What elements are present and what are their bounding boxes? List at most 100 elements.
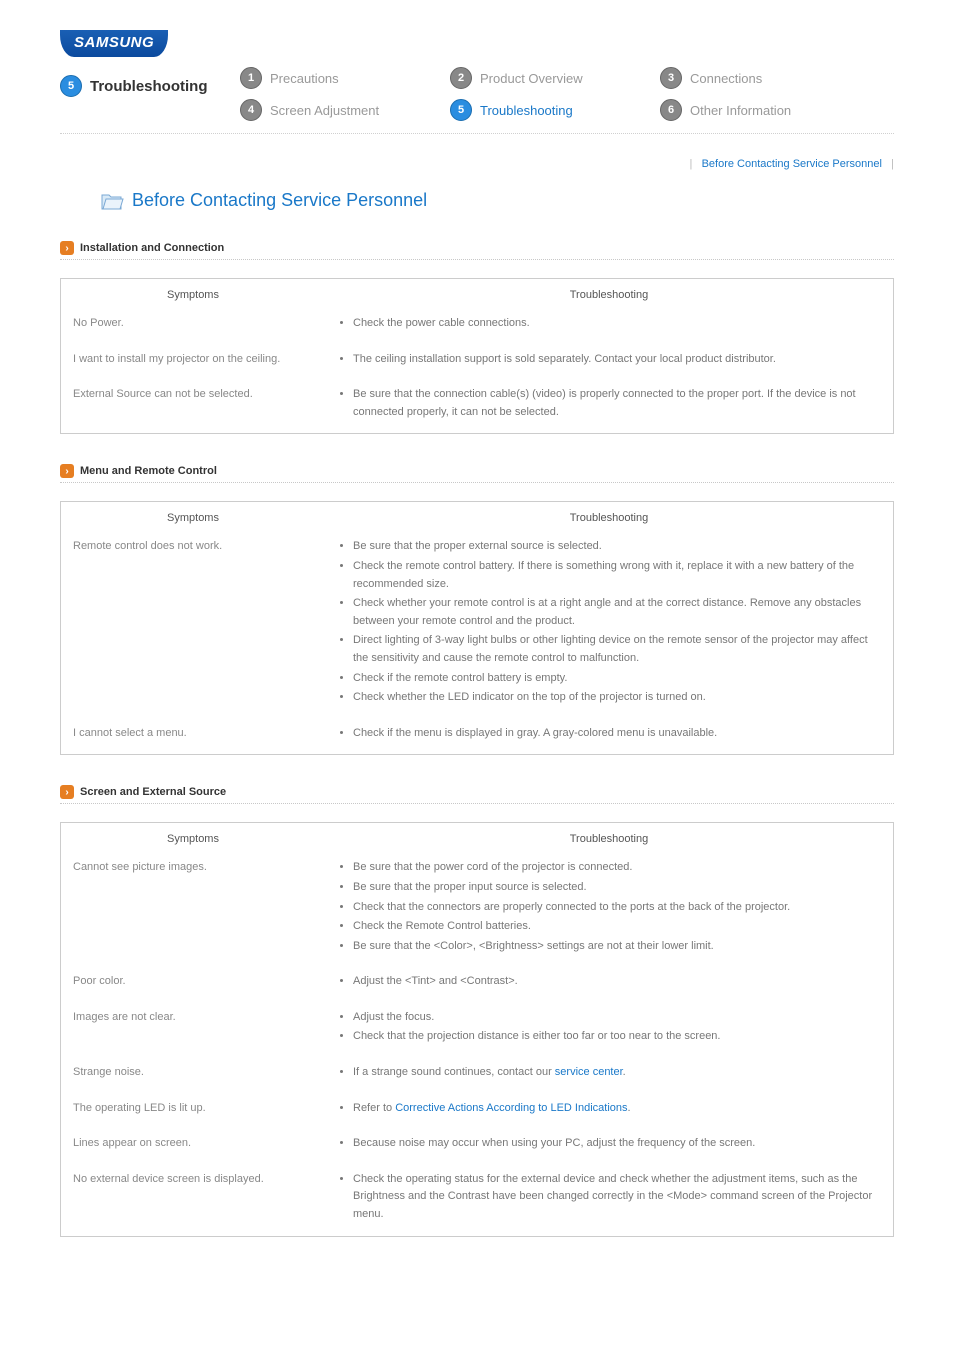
symptom-cell: No Power. xyxy=(61,309,326,345)
trouble-cell: Check the operating status for the exter… xyxy=(325,1165,894,1236)
section-label: Troubleshooting xyxy=(90,78,208,95)
nav-num-badge: 2 xyxy=(450,67,472,89)
symptom-cell: I cannot select a menu. xyxy=(61,719,326,755)
symptom-cell: The operating LED is lit up. xyxy=(61,1094,326,1130)
symptom-cell: I want to install my projector on the ce… xyxy=(61,345,326,381)
folder-icon xyxy=(100,192,122,210)
table-row: The operating LED is lit up. Refer to Cor… xyxy=(61,1094,894,1130)
col-symptom: Symptoms xyxy=(61,823,326,854)
trouble-item: Check the operating status for the exter… xyxy=(353,1171,881,1224)
trouble-cell: Be sure that the connection cable(s) (vi… xyxy=(325,380,894,434)
col-trouble: Troubleshooting xyxy=(325,279,894,310)
col-trouble: Troubleshooting xyxy=(325,823,894,854)
section-header: ›Installation and Connection xyxy=(60,241,894,255)
top-nav: 5 Troubleshooting 1 Precautions 2 Product O… xyxy=(60,67,894,121)
nav-item-label: Precautions xyxy=(270,71,339,86)
trouble-item: Check that the connectors are properly c… xyxy=(353,899,881,917)
nav-item-label: Connections xyxy=(690,71,762,86)
nav-item-precautions[interactable]: 1 Precautions xyxy=(240,67,450,89)
section-title: Menu and Remote Control xyxy=(80,465,217,477)
table-row: No Power. Check the power cable connectio… xyxy=(61,309,894,345)
section-divider xyxy=(60,803,894,804)
nav-num-badge: 4 xyxy=(240,99,262,121)
col-trouble: Troubleshooting xyxy=(325,502,894,533)
trouble-cell: If a strange sound continues, contact ou… xyxy=(325,1058,894,1094)
table-row: External Source can not be selected. Be s… xyxy=(61,380,894,434)
section-divider xyxy=(60,259,894,260)
nav-num-badge: 1 xyxy=(240,67,262,89)
symptom-cell: No external device screen is displayed. xyxy=(61,1165,326,1236)
nav-item-label: Troubleshooting xyxy=(480,103,573,118)
nav-item-label: Product Overview xyxy=(480,71,583,86)
section-divider xyxy=(60,482,894,483)
col-symptom: Symptoms xyxy=(61,502,326,533)
symptom-cell: Strange noise. xyxy=(61,1058,326,1094)
table-row: Lines appear on screen. Because noise may… xyxy=(61,1129,894,1165)
trouble-cell: Be sure that the power cord of the proje… xyxy=(325,853,894,967)
trouble-item: Check if the remote control battery is e… xyxy=(353,670,881,688)
symptom-cell: Images are not clear. xyxy=(61,1003,326,1058)
trouble-item: Check the remote control battery. If the… xyxy=(353,558,881,593)
symptom-cell: Poor color. xyxy=(61,967,326,1003)
table-row: I cannot select a menu. Check if the menu… xyxy=(61,719,894,755)
brand-logo: SAMSUNG xyxy=(60,30,168,57)
trouble-item: Check whether the LED indicator on the t… xyxy=(353,689,881,707)
page-title: Before Contacting Service Personnel xyxy=(60,190,894,211)
trouble-cell: Refer to Corrective Actions According to… xyxy=(325,1094,894,1130)
nav-item-connections[interactable]: 3 Connections xyxy=(660,67,870,89)
trouble-item: Be sure that the connection cable(s) (vi… xyxy=(353,386,881,421)
trouble-item: Check if the menu is displayed in gray. … xyxy=(353,725,881,743)
trouble-cell: The ceiling installation support is sold… xyxy=(325,345,894,381)
trouble-cell: Be sure that the proper external source … xyxy=(325,532,894,718)
trouble-item: Be sure that the <Color>, <Brightness> s… xyxy=(353,938,881,956)
symptom-cell: Cannot see picture images. xyxy=(61,853,326,967)
trouble-item: Adjust the focus. xyxy=(353,1009,881,1027)
trouble-item: The ceiling installation support is sold… xyxy=(353,351,881,369)
section-number-badge: 5 xyxy=(60,75,82,97)
troubleshooting-table: SymptomsTroubleshootingNo Power. Check th… xyxy=(60,278,894,434)
table-row: No external device screen is displayed. C… xyxy=(61,1165,894,1236)
arrow-icon: › xyxy=(60,464,74,478)
arrow-icon: › xyxy=(60,241,74,255)
trouble-cell: Because noise may occur when using your … xyxy=(325,1129,894,1165)
troubleshooting-table: SymptomsTroubleshootingRemote control do… xyxy=(60,501,894,755)
arrow-icon: › xyxy=(60,785,74,799)
trouble-item: Be sure that the proper external source … xyxy=(353,538,881,556)
trouble-item: If a strange sound continues, contact ou… xyxy=(353,1064,881,1082)
nav-item-screen-adjustment[interactable]: 4Screen Adjustment xyxy=(240,99,450,121)
trouble-item: Be sure that the proper input source is … xyxy=(353,879,881,897)
trouble-cell: Adjust the focus.Check that the projecti… xyxy=(325,1003,894,1058)
troubleshooting-table: SymptomsTroubleshootingCannot see pictur… xyxy=(60,822,894,1236)
nav-num-badge: 3 xyxy=(660,67,682,89)
breadcrumb-link[interactable]: Before Contacting Service Personnel xyxy=(702,158,882,170)
breadcrumb-sep: | xyxy=(891,158,894,170)
trouble-item: Direct lighting of 3-way light bulbs or … xyxy=(353,632,881,667)
nav-item-troubleshooting[interactable]: 5Troubleshooting xyxy=(450,99,660,121)
breadcrumb: | Before Contacting Service Personnel | xyxy=(60,134,894,180)
trouble-item: Refer to Corrective Actions According to… xyxy=(353,1100,881,1118)
page-title-text: Before Contacting Service Personnel xyxy=(132,190,427,211)
table-row: Remote control does not work.Be sure tha… xyxy=(61,532,894,718)
symptom-cell: External Source can not be selected. xyxy=(61,380,326,434)
symptom-cell: Lines appear on screen. xyxy=(61,1129,326,1165)
trouble-item: Check the Remote Control batteries. xyxy=(353,918,881,936)
table-row: Strange noise. If a strange sound continu… xyxy=(61,1058,894,1094)
nav-num-badge: 6 xyxy=(660,99,682,121)
section-indicator: 5 Troubleshooting xyxy=(60,75,240,97)
section-header: › Screen and External Source xyxy=(60,785,894,799)
nav-item-label: Other Information xyxy=(690,103,791,118)
section-title: Screen and External Source xyxy=(80,786,226,798)
trouble-item: Check whether your remote control is at … xyxy=(353,595,881,630)
nav-item-product-overview[interactable]: 2 Product Overview xyxy=(450,67,660,89)
nav-item-other-information[interactable]: 6 Other Information xyxy=(660,99,870,121)
breadcrumb-sep: | xyxy=(690,158,693,170)
col-symptom: Symptoms xyxy=(61,279,326,310)
trouble-item: Because noise may occur when using your … xyxy=(353,1135,881,1153)
trouble-item: Adjust the <Tint> and <Contrast>. xyxy=(353,973,881,991)
trouble-item: Check that the projection distance is ei… xyxy=(353,1028,881,1046)
section-header: › Menu and Remote Control xyxy=(60,464,894,478)
table-row: Poor color. Adjust the <Tint> and <Contra… xyxy=(61,967,894,1003)
table-row: Cannot see picture images.Be sure that t… xyxy=(61,853,894,967)
table-row: I want to install my projector on the ce… xyxy=(61,345,894,381)
trouble-item: Check the power cable connections. xyxy=(353,315,881,333)
